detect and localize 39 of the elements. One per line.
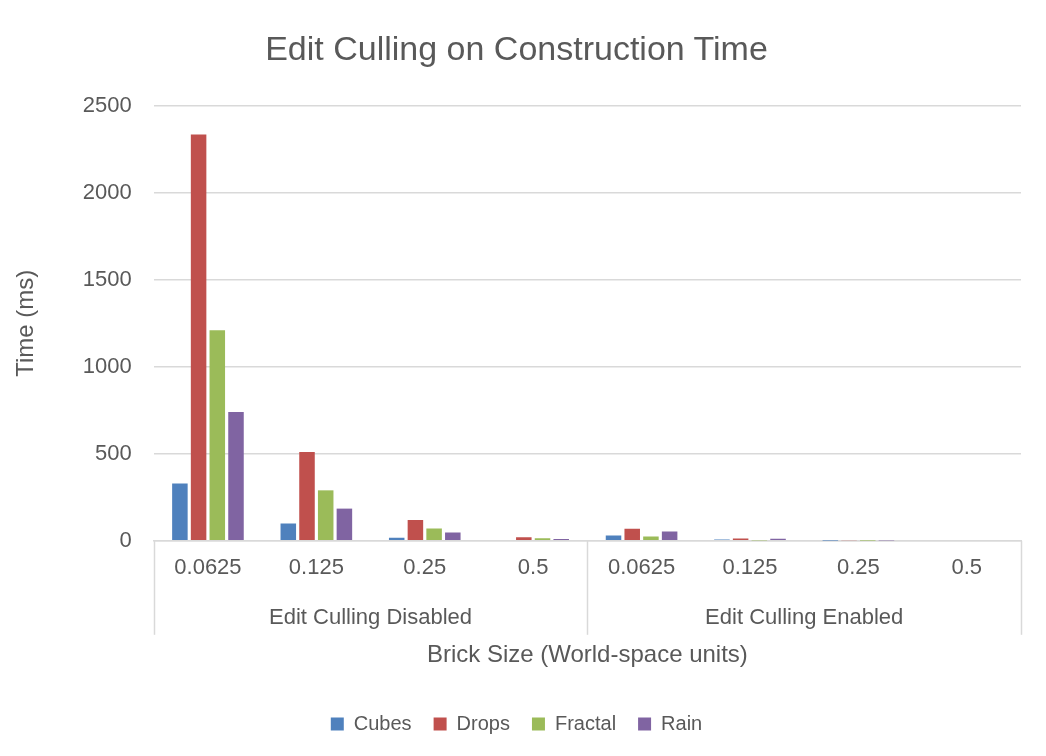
bar	[661, 531, 678, 541]
legend-label: Drops	[456, 711, 510, 734]
y-tick-label: 2000	[82, 178, 132, 204]
y-tick-label: 0	[119, 526, 132, 552]
bar	[336, 508, 353, 541]
bar	[317, 490, 334, 541]
legend-label: Cubes	[353, 711, 412, 734]
y-tick-label: 1500	[82, 265, 132, 291]
x-tick-label: 0.0625	[174, 554, 242, 580]
bar	[407, 519, 424, 541]
x-tick-label: 0.25	[836, 554, 880, 580]
legend-label: Rain	[661, 711, 703, 734]
legend-label: Fractal	[554, 711, 617, 734]
x-tick-label: 0.5	[517, 554, 549, 580]
bar	[426, 528, 442, 541]
x-tick-label: 0.25	[403, 554, 447, 580]
x-tick-label: 0.125	[722, 554, 778, 580]
bar	[209, 330, 226, 541]
x-axis-title: Brick Size (World-space units)	[426, 640, 748, 668]
bar	[280, 523, 297, 541]
y-tick-label: 2500	[82, 91, 132, 117]
bar	[643, 536, 659, 541]
bar	[190, 134, 207, 541]
x-tick-label: 0.125	[288, 554, 344, 580]
bar	[228, 412, 244, 541]
bar	[299, 452, 315, 541]
bar	[516, 537, 532, 541]
bar	[172, 483, 188, 541]
x-tick-label: 0.0625	[607, 554, 676, 580]
y-tick-label: 500	[95, 439, 132, 465]
text: Edit Culling Enabled	[705, 603, 904, 629]
bar	[624, 528, 640, 541]
y-tick-label: 1000	[82, 352, 132, 378]
x-tick-label: 0.5	[951, 554, 983, 580]
bar	[445, 532, 461, 541]
y-axis-title: Time (ms)	[11, 269, 39, 377]
text: Edit Culling Disabled	[269, 603, 473, 629]
bar	[605, 535, 622, 541]
chart-title: Edit Culling on Construction Time	[265, 28, 768, 67]
